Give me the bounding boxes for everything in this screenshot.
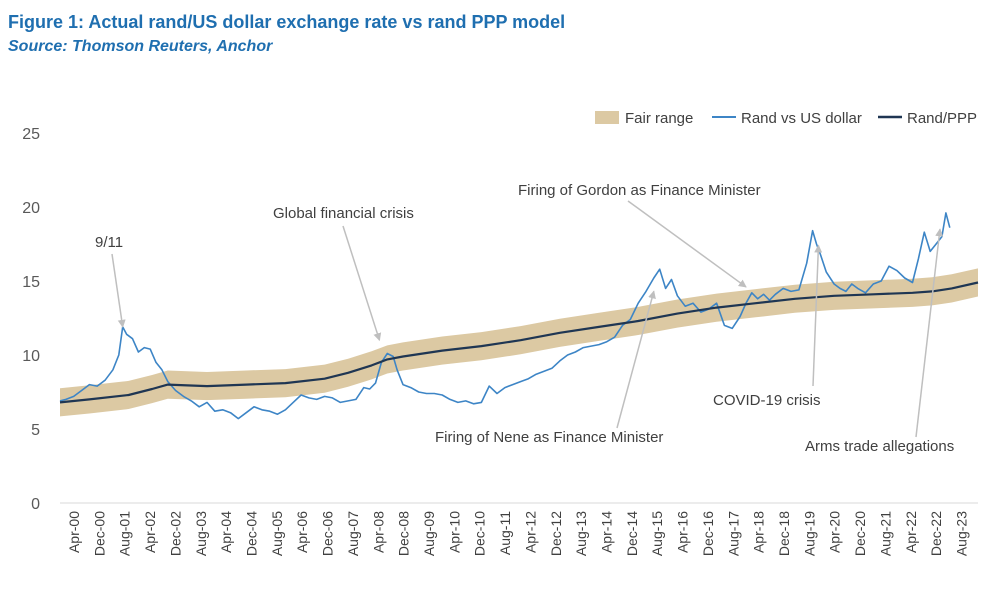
- x-tick-label: Dec-16: [700, 511, 716, 556]
- x-tick-label: Aug-13: [573, 511, 589, 556]
- x-tick-label: Aug-09: [421, 511, 437, 556]
- legend-label-ppp: Rand/PPP: [907, 110, 977, 127]
- annotation-arms-trade-arrow: [915, 228, 944, 438]
- x-tick-label: Dec-10: [472, 511, 488, 556]
- x-tick-label: Aug-03: [193, 511, 209, 556]
- x-tick-label: Apr-14: [599, 511, 615, 553]
- x-tick-label: Dec-00: [91, 511, 107, 556]
- annotation-global-financial-crisis-arrow: [342, 225, 382, 342]
- x-tick-label: Dec-02: [167, 511, 183, 556]
- annotation-9-11-label: 9/11: [95, 234, 123, 251]
- figure-title: Figure 1: Actual rand/US dollar exchange…: [8, 12, 566, 32]
- x-tick-label: Dec-04: [244, 511, 260, 556]
- annotation-9-11-arrow: [111, 253, 126, 328]
- rand-usd-line: [59, 212, 951, 420]
- x-tick-label: Aug-01: [117, 511, 133, 556]
- y-tick-label: 5: [31, 422, 40, 439]
- x-tick-label: Apr-04: [218, 511, 234, 553]
- x-tick-label: Apr-18: [751, 511, 767, 553]
- legend-label-rand: Rand vs US dollar: [741, 110, 862, 127]
- legend-label-fair-range: Fair range: [625, 110, 693, 127]
- x-tick-label: Aug-07: [345, 511, 361, 556]
- y-tick-label: 25: [22, 126, 40, 143]
- x-tick-label: Aug-19: [801, 511, 817, 556]
- x-tick-label: Dec-20: [852, 511, 868, 556]
- x-tick-label: Aug-05: [269, 511, 285, 556]
- x-tick-label: Apr-16: [675, 511, 691, 553]
- annotation-covid-19-arrow: [812, 244, 823, 387]
- y-tick-label: 20: [22, 200, 40, 217]
- x-tick-label: Apr-08: [370, 511, 386, 553]
- y-tick-label: 10: [22, 348, 40, 365]
- x-tick-label: Aug-23: [954, 511, 970, 556]
- x-tick-label: Aug-21: [877, 511, 893, 556]
- x-tick-label: Apr-02: [142, 511, 158, 553]
- annotation-gordon-firing-arrow: [627, 200, 747, 288]
- x-tick-label: Dec-22: [928, 511, 944, 556]
- x-tick-label: Dec-14: [624, 511, 640, 556]
- annotation-covid-19-label: COVID-19 crisis: [713, 392, 821, 409]
- annotation-global-financial-crisis-label: Global financial crisis: [273, 205, 414, 222]
- x-tick-label: Aug-15: [649, 511, 665, 556]
- x-tick-label: Dec-12: [548, 511, 564, 556]
- x-tick-label: Apr-20: [827, 511, 843, 553]
- x-tick-label: Apr-12: [522, 511, 538, 553]
- y-tick-label: 15: [22, 274, 40, 291]
- x-tick-label: Dec-18: [776, 511, 792, 556]
- x-tick-label: Aug-17: [725, 511, 741, 556]
- rand-ppp-line: [59, 281, 979, 404]
- annotation-nene-firing-label: Firing of Nene as Finance Minister: [435, 429, 663, 446]
- annotation-nene-firing-arrow: [616, 290, 656, 429]
- x-tick-label: Aug-11: [497, 511, 513, 555]
- x-tick-label: Apr-00: [66, 511, 82, 553]
- legend-swatch-fair-range: [595, 111, 619, 124]
- x-tick-label: Apr-06: [294, 511, 310, 553]
- annotation-arms-trade-label: Arms trade allegations: [805, 438, 954, 455]
- x-tick-label: Dec-08: [396, 511, 412, 556]
- x-tick-label: Dec-06: [320, 511, 336, 556]
- figure-source: Source: Thomson Reuters, Anchor: [8, 38, 273, 55]
- y-tick-label: 0: [31, 496, 40, 513]
- x-tick-label: Apr-10: [446, 511, 462, 553]
- annotation-gordon-firing-label: Firing of Gordon as Finance Minister: [518, 182, 761, 199]
- fair-range-band: [60, 268, 978, 417]
- x-tick-label: Apr-22: [903, 511, 919, 553]
